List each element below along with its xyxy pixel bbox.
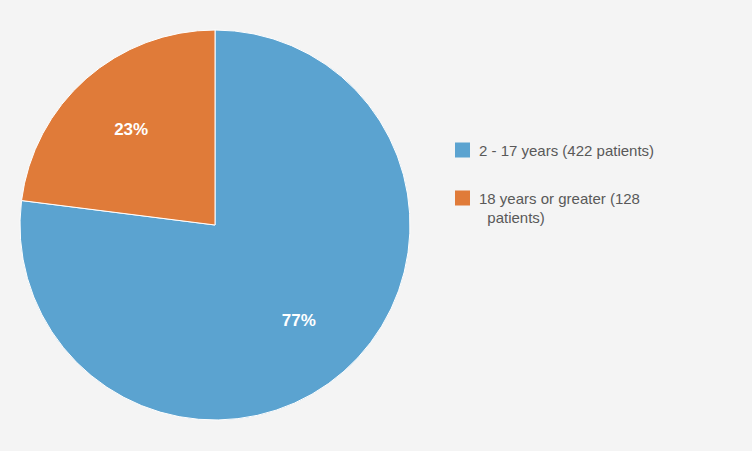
data-label: 23% — [114, 120, 148, 139]
pie-labels: 77% 23% — [114, 120, 316, 329]
chart-svg: 77% 23% 2 - 17 years (422 patients) 18 year… — [0, 0, 752, 451]
legend-label: 2 - 17 years (422 patients) — [479, 142, 654, 159]
data-label: 77% — [282, 311, 316, 330]
legend-label-line: 18 years or greater (128 — [479, 190, 640, 207]
pie-slice — [20, 30, 410, 420]
legend: 2 - 17 years (422 patients) 18 years or g… — [455, 142, 654, 226]
legend-swatch — [455, 191, 470, 206]
pie-slice — [22, 30, 215, 225]
chart-container: 77% 23% 2 - 17 years (422 patients) 18 year… — [0, 0, 752, 451]
legend-label: 18 years or greater (128 patients) — [479, 190, 640, 226]
legend-label-line: 2 - 17 years (422 patients) — [479, 142, 654, 159]
legend-label-line: patients) — [479, 209, 545, 226]
legend-swatch — [455, 143, 470, 158]
pie-slices — [20, 30, 410, 420]
